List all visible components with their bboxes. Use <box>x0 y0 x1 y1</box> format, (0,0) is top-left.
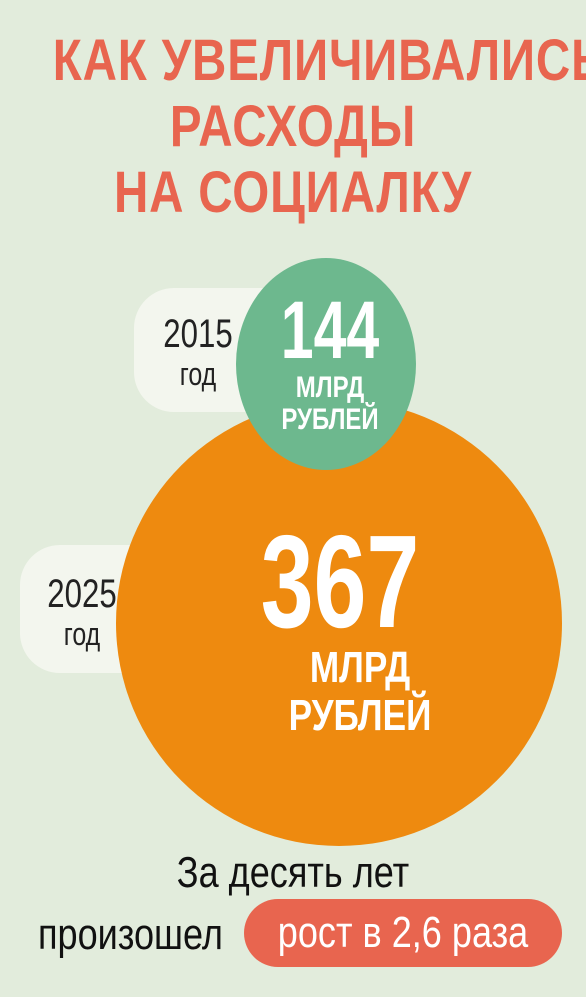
year-suffix-2025: год <box>63 616 101 652</box>
bubble-2015 <box>236 258 416 470</box>
title-line-2: РАСХОДЫ <box>169 94 417 159</box>
year-label-2015: 2015 год <box>150 312 246 392</box>
unit-2015-line1: МЛРД <box>295 371 365 404</box>
growth-badge: рост в 2,6 раза <box>244 899 562 967</box>
chart-title: КАК УВЕЛИЧИВАЛИСЬ РАСХОДЫ НА СОЦИАЛКУ <box>52 28 586 226</box>
footer-line-2-prefix: произошел <box>38 910 223 959</box>
value-label-2015: 144 <box>280 285 380 376</box>
title-line-1: КАК УВЕЛИЧИВАЛИСЬ <box>52 28 586 93</box>
unit-2025-line1: МЛРД <box>309 643 411 692</box>
unit-2015-line2: РУБЛЕЙ <box>281 403 379 436</box>
year-2015: 2015 <box>163 312 233 356</box>
bubble-2025 <box>116 400 562 846</box>
title-line-3: НА СОЦИАЛКУ <box>113 160 473 225</box>
unit-2025-line2: РУБЛЕЙ <box>288 691 432 740</box>
year-suffix-2015: год <box>179 356 217 392</box>
year-label-2025: 2025 год <box>34 572 130 652</box>
footer-line-1: За десять лет <box>176 848 410 897</box>
growth-badge-text: рост в 2,6 раза <box>277 908 529 957</box>
year-2025: 2025 <box>47 572 117 616</box>
value-label-2025: 367 <box>260 508 420 655</box>
